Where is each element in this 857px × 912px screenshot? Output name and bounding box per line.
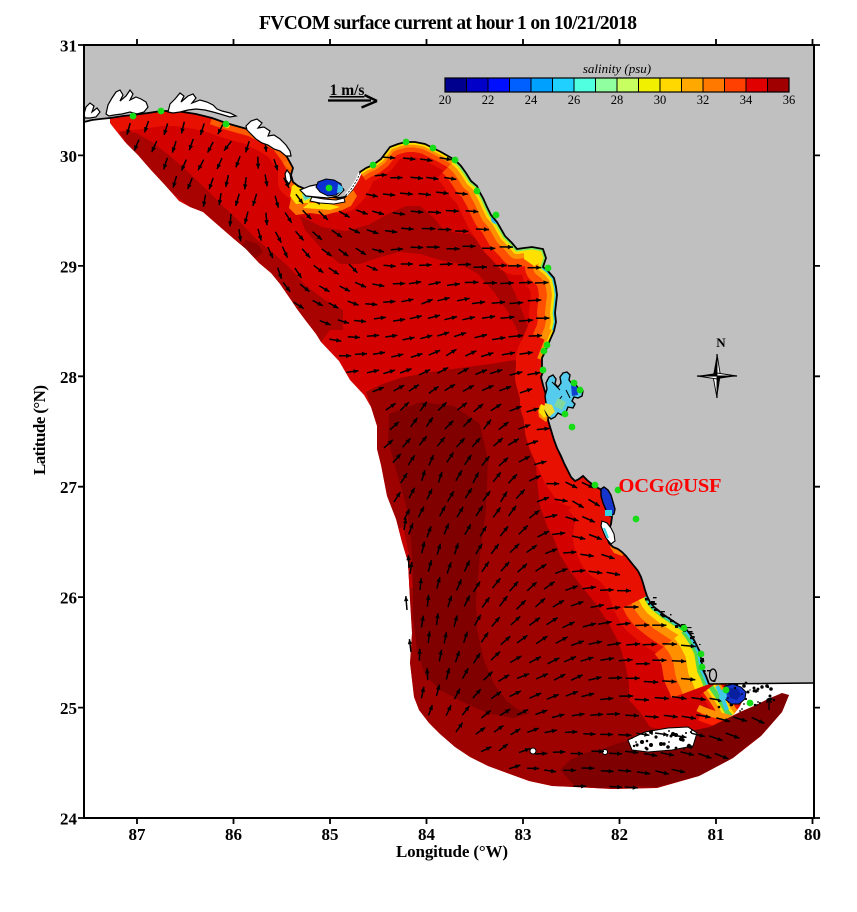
svg-text:Longitude (°W): Longitude (°W) (396, 842, 508, 861)
svg-text:80: 80 (804, 825, 821, 844)
svg-text:22: 22 (482, 93, 495, 107)
svg-text:81: 81 (708, 825, 725, 844)
svg-text:24: 24 (60, 810, 78, 829)
svg-text:86: 86 (225, 825, 242, 844)
svg-text:34: 34 (740, 93, 753, 107)
svg-text:26: 26 (60, 589, 77, 608)
svg-text:FVCOM surface current at hour: FVCOM surface current at hour 1 on 10/21… (259, 13, 637, 34)
svg-text:26: 26 (568, 93, 581, 107)
svg-text:87: 87 (129, 825, 147, 844)
svg-text:1 m/s: 1 m/s (330, 82, 365, 99)
svg-text:25: 25 (60, 699, 77, 718)
svg-text:salinity (psu): salinity (psu) (583, 61, 651, 76)
svg-text:OCG@USF: OCG@USF (619, 475, 722, 497)
svg-text:20: 20 (439, 93, 452, 107)
svg-text:83: 83 (515, 825, 532, 844)
svg-text:Latitude (°N): Latitude (°N) (30, 385, 49, 475)
svg-text:27: 27 (60, 478, 78, 497)
svg-text:30: 30 (654, 93, 667, 107)
svg-text:28: 28 (60, 368, 77, 387)
svg-text:31: 31 (60, 37, 77, 56)
svg-text:32: 32 (697, 93, 710, 107)
svg-text:82: 82 (611, 825, 628, 844)
svg-text:N: N (716, 335, 726, 350)
svg-text:85: 85 (322, 825, 339, 844)
svg-text:28: 28 (611, 93, 624, 107)
svg-text:30: 30 (60, 147, 77, 166)
svg-text:29: 29 (60, 257, 77, 276)
svg-text:36: 36 (783, 93, 796, 107)
svg-text:84: 84 (418, 825, 436, 844)
svg-text:24: 24 (525, 93, 538, 107)
